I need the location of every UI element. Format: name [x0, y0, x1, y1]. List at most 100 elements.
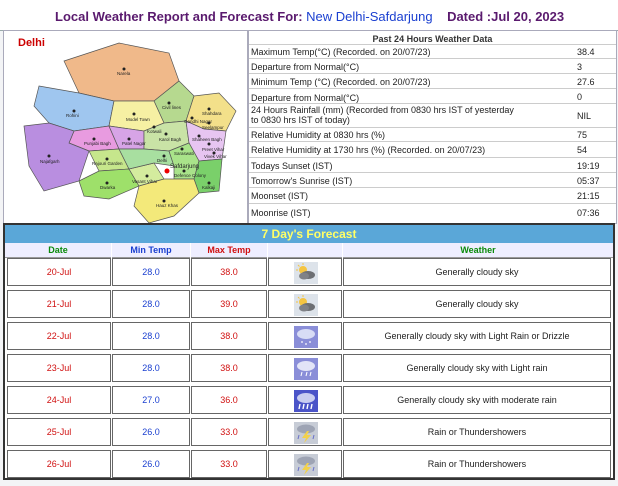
forecast-min-temp: 26.0	[112, 418, 190, 446]
col-header-max-temp: Max Temp	[191, 243, 267, 258]
delhi-map-svg: Narela Rohini Civil lines Model Town Sha…	[23, 42, 237, 223]
obs-row: Todays Sunset (IST) 19:19	[249, 157, 616, 173]
obs-row: Moonset (IST) 21:15	[249, 187, 616, 204]
forecast-date: 25-Jul	[7, 418, 111, 446]
forecast-row: 22-Jul 28.0 38.0 Generally cloudy sky with …	[5, 322, 613, 350]
forecast-weather: Generally cloudy sky with moderate rain	[343, 386, 611, 414]
map-title: Delhi	[18, 37, 45, 49]
cloudy-sun-icon	[294, 294, 318, 316]
col-header-date: Date	[5, 243, 111, 258]
forecast-min-temp: 28.0	[112, 322, 190, 350]
location-link[interactable]: New Delhi-Safdarjung	[306, 9, 433, 24]
forecast-icon-cell	[268, 290, 342, 318]
forecast-date: 22-Jul	[7, 322, 111, 350]
cloudy-sun-icon	[294, 262, 318, 284]
forecast-icon-cell	[268, 258, 342, 286]
thunderstorm-icon	[294, 422, 318, 444]
forecast-icon-cell	[268, 354, 342, 382]
obs-row: 24 Hours Rainfall (mm) (Recorded from 08…	[249, 103, 616, 128]
forecast-date: 26-Jul	[7, 450, 111, 478]
past-24h-panel: Past 24 Hours Weather Data Maximum Temp(…	[248, 30, 617, 224]
forecast-title: 7 Day's Forecast	[5, 225, 613, 243]
forecast-weather: Generally cloudy sky	[343, 290, 611, 318]
district-dwarka	[78, 168, 140, 200]
forecast-max-temp: 33.0	[191, 418, 267, 446]
forecast-max-temp: 38.0	[191, 322, 267, 350]
report-date: Dated :Jul 20, 2023	[447, 9, 565, 24]
forecast-row: 24-Jul 27.0 36.0 Generally cloudy sky with …	[5, 386, 613, 414]
svg-text:Civil lines: Civil lines	[162, 105, 182, 110]
svg-text:Delhi: Delhi	[157, 158, 167, 163]
svg-text:Patel Nagar: Patel Nagar	[122, 141, 146, 146]
svg-text:Model Town: Model Town	[126, 117, 150, 122]
forecast-table: 7 Day's Forecast Date Min Temp Max Temp …	[3, 223, 615, 480]
svg-text:Najafgarh: Najafgarh	[40, 159, 60, 164]
forecast-weather: Generally cloudy sky	[343, 258, 611, 286]
forecast-weather: Generally cloudy sky with Light Rain or …	[343, 322, 611, 350]
forecast-icon-cell	[268, 386, 342, 414]
svg-text:Shahdara: Shahdara	[202, 111, 222, 116]
forecast-max-temp: 33.0	[191, 450, 267, 478]
svg-text:Kalkaji: Kalkaji	[202, 185, 215, 190]
svg-text:Rajouri Garden: Rajouri Garden	[92, 161, 123, 166]
forecast-weather: Generally cloudy sky with Light rain	[343, 354, 611, 382]
forecast-date: 24-Jul	[7, 386, 111, 414]
district-map: Narela Rohini Civil lines Model Town Sha…	[3, 30, 248, 224]
forecast-min-temp: 28.0	[112, 354, 190, 382]
col-header-weather: Weather	[343, 243, 613, 258]
moderate-rain-icon	[294, 390, 318, 412]
forecast-date: 23-Jul	[7, 354, 111, 382]
obs-row: Relative Humidity at 1730 hrs (%) (Recor…	[249, 141, 616, 158]
forecast-max-temp: 36.0	[191, 386, 267, 414]
forecast-min-temp: 27.0	[112, 386, 190, 414]
forecast-row: 21-Jul 28.0 39.0 Generally cloudy sky	[5, 290, 613, 318]
forecast-min-temp: 28.0	[112, 290, 190, 318]
page-header: Local Weather Report and Forecast For: N…	[0, 0, 618, 31]
forecast-date: 20-Jul	[7, 258, 111, 286]
svg-text:Narela: Narela	[117, 71, 131, 76]
svg-text:Punjabi Bagh: Punjabi Bagh	[84, 141, 111, 146]
obs-row: Maximum Temp(°C) (Recorded. on 20/07/23)…	[249, 44, 616, 59]
obs-row: Departure from Normal(°C) 3	[249, 58, 616, 74]
district-hauz-khas	[133, 178, 200, 223]
svg-text:Vasant Vihar: Vasant Vihar	[132, 179, 158, 184]
obs-row: Moonrise (IST) 07:36	[249, 203, 616, 223]
light-rain-icon	[294, 358, 318, 380]
forecast-row: 25-Jul 26.0 33.0 Rain or Thundershowers	[5, 418, 613, 446]
obs-row: Departure from Normal(°C) 0	[249, 88, 616, 104]
svg-text:Preet Vihar: Preet Vihar	[202, 147, 225, 152]
svg-text:Rohini: Rohini	[66, 113, 79, 118]
forecast-weather: Rain or Thundershowers	[343, 418, 611, 446]
forecast-icon-cell	[268, 418, 342, 446]
svg-text:Defence Colony: Defence Colony	[174, 173, 207, 178]
past-24h-title: Past 24 Hours Weather Data	[372, 34, 493, 44]
forecast-row: 20-Jul 28.0 38.0 Generally cloudy sky	[5, 258, 613, 286]
svg-text:Karol Bagh: Karol Bagh	[159, 137, 182, 142]
forecast-max-temp: 38.0	[191, 258, 267, 286]
col-header-icon	[268, 243, 342, 258]
header-title: Local Weather Report and Forecast For: N…	[55, 9, 564, 24]
svg-text:Safdarjung: Safdarjung	[170, 164, 199, 170]
svg-text:Dwarka: Dwarka	[100, 185, 116, 190]
forecast-min-temp: 26.0	[112, 450, 190, 478]
map-labels: Narela Rohini Civil lines Model Town Sha…	[40, 67, 227, 208]
forecast-weather: Rain or Thundershowers	[343, 450, 611, 478]
obs-row: Relative Humidity at 0830 hrs (%) 75	[249, 127, 616, 142]
col-header-min-temp: Min Temp	[112, 243, 190, 258]
forecast-min-temp: 28.0	[112, 258, 190, 286]
forecast-icon-cell	[268, 322, 342, 350]
svg-text:Gandhi Nagar: Gandhi Nagar	[184, 119, 213, 124]
forecast-icon-cell	[268, 450, 342, 478]
forecast-date: 21-Jul	[7, 290, 111, 318]
forecast-max-temp: 39.0	[191, 290, 267, 318]
drizzle-icon	[294, 326, 318, 348]
obs-row: Minimum Temp (°C) (Recorded. on 20/07/23…	[249, 73, 616, 89]
forecast-row: 26-Jul 26.0 33.0 Rain or Thundershowers	[5, 450, 613, 478]
thunderstorm-icon	[294, 454, 318, 476]
obs-row: Tomorrow's Sunrise (IST) 05:37	[249, 172, 616, 188]
forecast-row: 23-Jul 28.0 38.0 Generally cloudy sky with …	[5, 354, 613, 382]
svg-text:Seelampur: Seelampur	[202, 125, 224, 130]
header-prefix: Local Weather Report and Forecast For:	[55, 9, 303, 24]
forecast-max-temp: 38.0	[191, 354, 267, 382]
svg-text:Hauz Khas: Hauz Khas	[156, 203, 179, 208]
